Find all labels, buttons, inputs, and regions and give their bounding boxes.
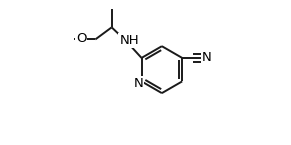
Text: NH: NH: [119, 34, 139, 47]
Text: N: N: [202, 51, 212, 64]
Text: O: O: [76, 32, 86, 45]
Text: N: N: [134, 77, 143, 90]
